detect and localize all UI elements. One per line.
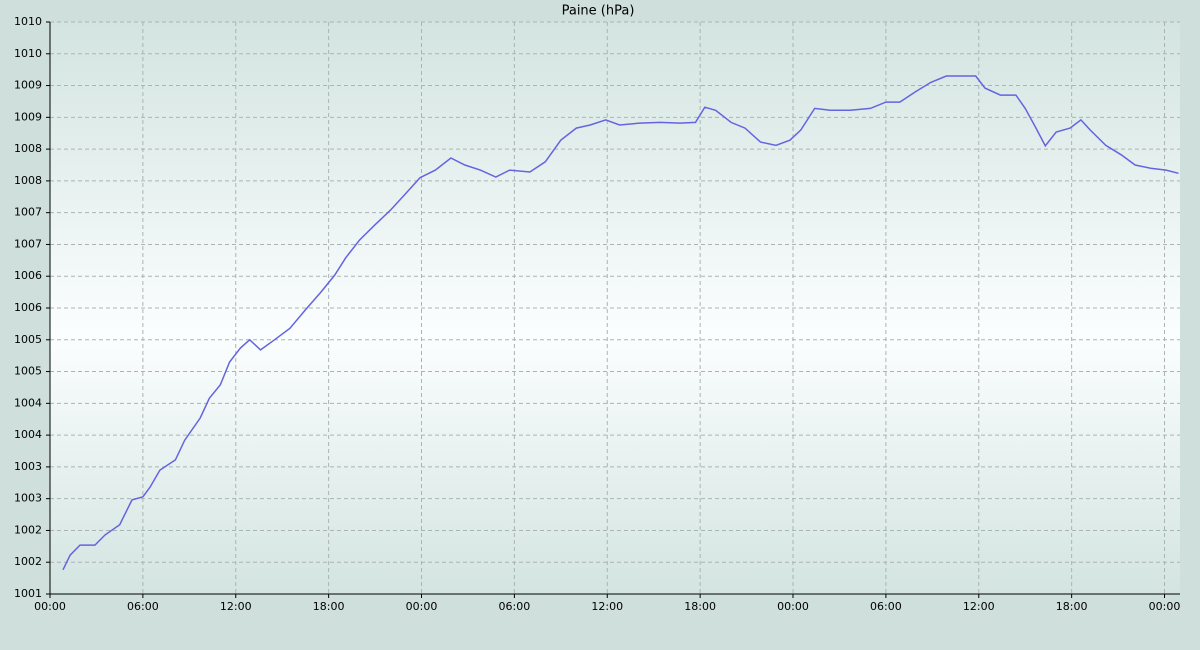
y-tick-label: 1003 (14, 492, 42, 505)
y-tick-label: 1007 (14, 206, 42, 219)
x-tick-label: 18:00 (684, 600, 716, 613)
y-tick-label: 1009 (14, 110, 42, 123)
x-tick-label: 12:00 (591, 600, 623, 613)
x-tick-label: 18:00 (313, 600, 345, 613)
y-tick-label: 1006 (14, 269, 42, 282)
x-tick-label: 06:00 (499, 600, 531, 613)
x-tick-label: 12:00 (963, 600, 995, 613)
y-tick-label: 1010 (14, 47, 42, 60)
data-line (62, 75, 1179, 571)
x-tick-label: 06:00 (127, 600, 159, 613)
y-tick-label: 1004 (14, 396, 42, 409)
x-tick-label: 06:00 (870, 600, 902, 613)
y-tick-label: 1008 (14, 174, 42, 187)
y-tick-label: 1009 (14, 79, 42, 92)
y-tick-label: 1010 (14, 15, 42, 28)
y-tick-label: 1005 (14, 365, 42, 378)
y-tick-label: 1001 (14, 587, 42, 600)
y-tick-label: 1007 (14, 237, 42, 250)
y-tick-label: 1006 (14, 301, 42, 314)
chart-title: Paine (hPa) (562, 4, 635, 19)
y-tick-label: 1005 (14, 333, 42, 346)
y-tick-label: 1002 (14, 523, 42, 536)
x-tick-label: 00:00 (1149, 600, 1181, 613)
x-tick-label: 00:00 (406, 600, 438, 613)
y-tick-label: 1003 (14, 460, 42, 473)
x-tick-label: 12:00 (220, 600, 252, 613)
x-tick-label: 00:00 (34, 600, 66, 613)
y-tick-label: 1008 (14, 142, 42, 155)
x-tick-label: 00:00 (777, 600, 809, 613)
x-tick-label: 18:00 (1056, 600, 1088, 613)
y-tick-label: 1002 (14, 555, 42, 568)
y-tick-label: 1004 (14, 428, 42, 441)
